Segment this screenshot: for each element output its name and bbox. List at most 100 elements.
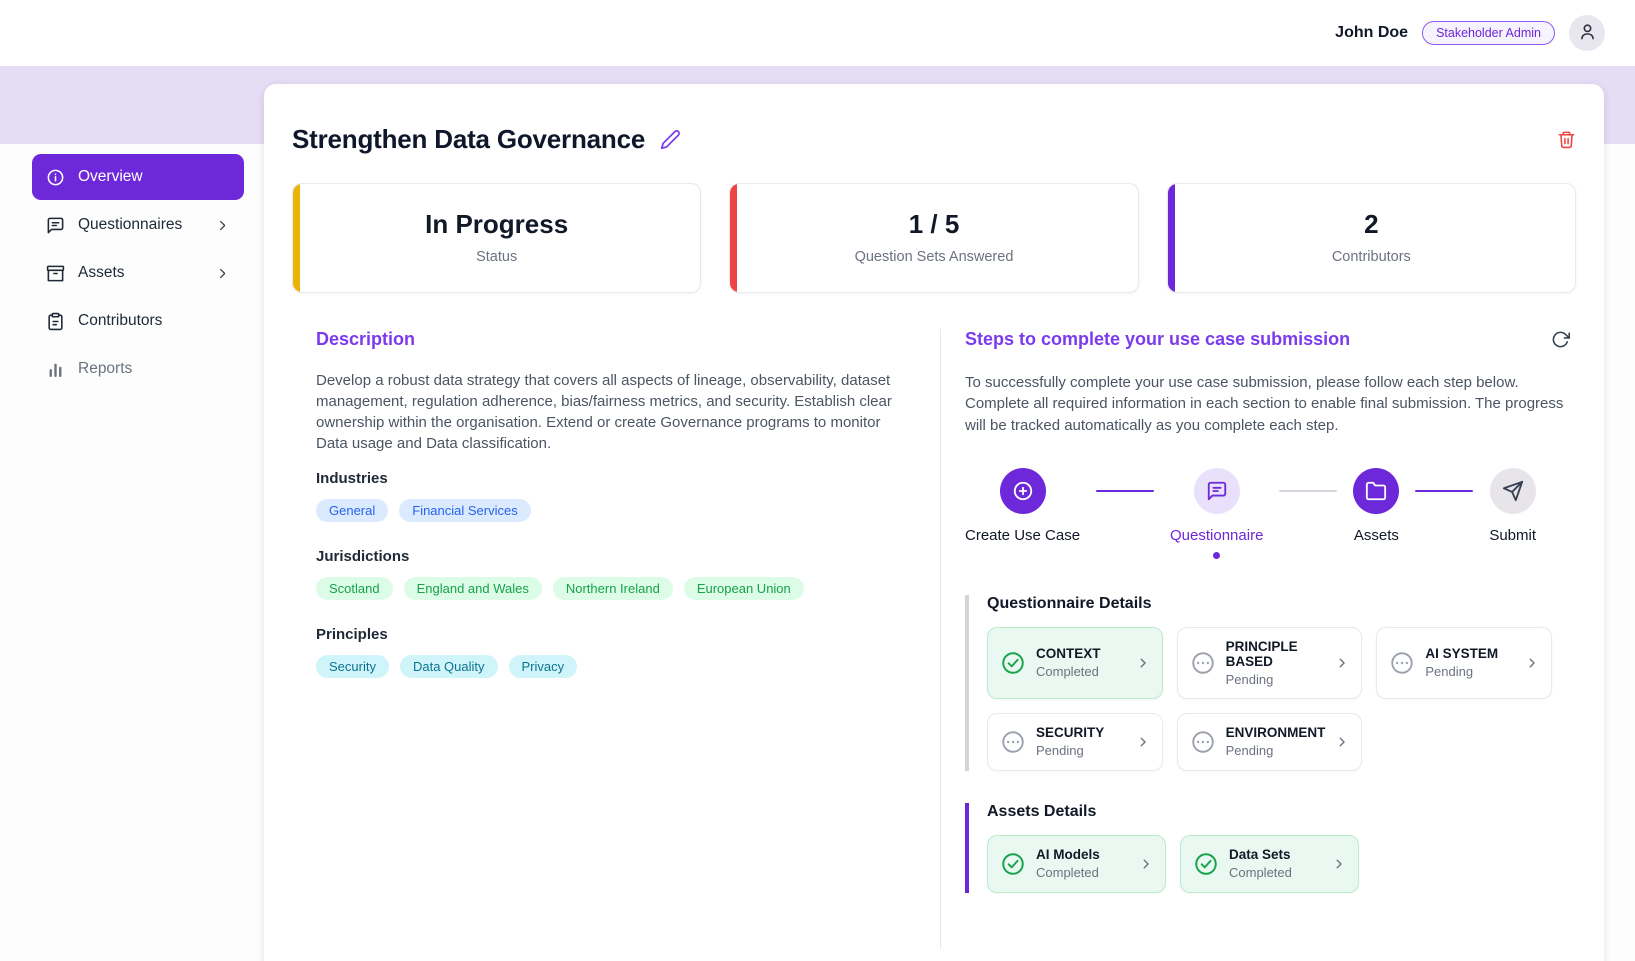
check-circle-icon xyxy=(1002,652,1024,674)
title-row: Strengthen Data Governance xyxy=(292,124,1576,155)
avatar[interactable] xyxy=(1569,15,1605,51)
step-label: Submit xyxy=(1489,526,1537,544)
delete-use-case-button[interactable] xyxy=(1556,130,1576,150)
pencil-icon xyxy=(660,129,681,153)
step-questionnaire[interactable]: Questionnaire xyxy=(1170,467,1263,559)
step-connector xyxy=(1096,489,1155,492)
stepper: Create Use Case Questionnaire xyxy=(965,467,1576,559)
chevron-right-icon xyxy=(1140,658,1146,668)
pending-circle-icon xyxy=(1191,731,1214,753)
card-title: AI Models xyxy=(1036,847,1100,863)
jurisdiction-chip: England and Wales xyxy=(403,577,542,600)
jurisdictions-chips: Scotland England and Wales Northern Irel… xyxy=(316,577,916,600)
industries-label: Industries xyxy=(316,470,388,487)
stat-label: Status xyxy=(476,249,518,265)
questionnaire-card-environment[interactable]: ENVIRONMENT Pending xyxy=(1176,712,1363,771)
refresh-icon xyxy=(1551,331,1570,352)
sidebar-item-label: Reports xyxy=(78,360,133,377)
card-text: AI SYSTEM Pending xyxy=(1425,646,1498,679)
trash-icon xyxy=(1557,131,1576,152)
question-sets-accent-bar xyxy=(730,184,738,292)
stat-card-question-sets: 1 / 5 Question Sets Answered xyxy=(729,183,1139,293)
plus-circle-icon xyxy=(999,467,1046,514)
card-status: Pending xyxy=(1225,671,1274,687)
sidebar-item-reports[interactable]: Reports xyxy=(32,346,244,392)
status-accent-bar xyxy=(293,184,300,292)
edit-title-button[interactable] xyxy=(659,129,681,151)
questionnaire-details-block: Questionnaire Details CONTEXT Completed xyxy=(965,594,1576,771)
card-title: PRINCIPLE BASED xyxy=(1225,638,1298,669)
main-card: Strengthen Data Governance In Progress S… xyxy=(264,84,1604,961)
info-icon xyxy=(46,168,65,187)
sidebar-item-label: Contributors xyxy=(78,312,163,329)
step-create-use-case[interactable]: Create Use Case xyxy=(965,467,1081,559)
stat-card-status: In Progress Status xyxy=(292,183,702,293)
pending-circle-icon xyxy=(1391,652,1414,674)
topbar: John Doe Stakeholder Admin xyxy=(0,0,1635,66)
check-circle-icon xyxy=(1002,853,1024,875)
questionnaire-cards-grid: CONTEXT Completed PRINCIPLE BASED Pendin… xyxy=(987,626,1552,771)
questionnaire-card-principle-based[interactable]: PRINCIPLE BASED Pending xyxy=(1176,626,1363,699)
card-text: ENVIRONMENT Pending xyxy=(1226,725,1326,758)
card-status: Pending xyxy=(1225,743,1274,759)
chat-icon xyxy=(46,216,65,235)
sidebar-item-overview[interactable]: Overview xyxy=(32,154,244,200)
contributors-accent-bar xyxy=(1167,184,1175,292)
principle-chip: Data Quality xyxy=(399,655,498,678)
card-text: CONTEXT Completed xyxy=(1036,646,1101,679)
chevron-right-icon xyxy=(1143,859,1149,869)
clipboard-icon xyxy=(46,312,65,331)
principle-chip: Security xyxy=(316,655,389,678)
card-status: Completed xyxy=(1229,865,1292,881)
jurisdictions-label: Jurisdictions xyxy=(316,548,410,565)
sidebar-item-questionnaires[interactable]: Questionnaires xyxy=(32,202,244,248)
card-title: Data Sets xyxy=(1229,847,1291,863)
steps-header: Steps to complete your use case submissi… xyxy=(965,329,1576,350)
questionnaire-card-context[interactable]: CONTEXT Completed xyxy=(987,626,1163,699)
chevron-right-icon xyxy=(1529,658,1535,668)
sidebar-item-contributors[interactable]: Contributors xyxy=(32,298,244,344)
questionnaire-card-security[interactable]: SECURITY Pending xyxy=(987,712,1163,771)
card-text: Data Sets Completed xyxy=(1229,847,1292,880)
step-connector xyxy=(1279,489,1338,492)
description-text: Develop a robust data strategy that cove… xyxy=(316,372,892,452)
sidebar-item-label: Questionnaires xyxy=(78,216,183,233)
step-submit[interactable]: Submit xyxy=(1489,467,1537,559)
questionnaire-details-heading: Questionnaire Details xyxy=(987,594,1152,612)
step-assets[interactable]: Assets xyxy=(1353,467,1400,559)
send-icon xyxy=(1489,467,1536,514)
card-status: Pending xyxy=(1036,743,1084,759)
jurisdiction-chip: Scotland xyxy=(316,577,393,600)
pending-circle-icon xyxy=(1002,731,1024,753)
stat-card-contributors: 2 Contributors xyxy=(1166,183,1576,293)
step-label: Create Use Case xyxy=(965,526,1081,544)
assets-card-ai-models[interactable]: AI Models Completed xyxy=(987,834,1166,893)
archive-icon xyxy=(46,264,65,283)
assets-details-heading: Assets Details xyxy=(987,802,1097,820)
questionnaire-card-ai-system[interactable]: AI SYSTEM Pending xyxy=(1376,626,1552,699)
stats-row: In Progress Status 1 / 5 Question Sets A… xyxy=(292,183,1576,293)
chevron-right-icon xyxy=(1336,859,1342,869)
user-icon xyxy=(1578,22,1597,44)
stat-value: 2 xyxy=(1364,209,1379,239)
card-title: CONTEXT xyxy=(1036,646,1101,662)
stat-value: In Progress xyxy=(425,209,569,239)
role-badge: Stakeholder Admin xyxy=(1422,21,1555,45)
card-text: SECURITY Pending xyxy=(1036,725,1104,758)
assets-card-data-sets[interactable]: Data Sets Completed xyxy=(1180,834,1359,893)
steps-intro: To successfully complete your use case s… xyxy=(965,374,1564,434)
card-title: ENVIRONMENT xyxy=(1225,725,1326,741)
description-heading: Description xyxy=(316,329,416,349)
refresh-button[interactable] xyxy=(1550,330,1570,350)
sidebar-item-assets[interactable]: Assets xyxy=(32,250,244,296)
step-connector xyxy=(1415,489,1474,492)
industry-chip: Financial Services xyxy=(399,499,531,522)
industries-chips: General Financial Services xyxy=(316,499,916,522)
check-circle-icon xyxy=(1195,853,1217,875)
folder-icon xyxy=(1353,467,1400,514)
page-title: Strengthen Data Governance xyxy=(292,124,646,154)
chevron-right-icon xyxy=(1339,737,1346,747)
jurisdiction-chip: Northern Ireland xyxy=(552,577,673,600)
bar-chart-icon xyxy=(46,360,65,379)
stat-label: Question Sets Answered xyxy=(854,249,1014,265)
